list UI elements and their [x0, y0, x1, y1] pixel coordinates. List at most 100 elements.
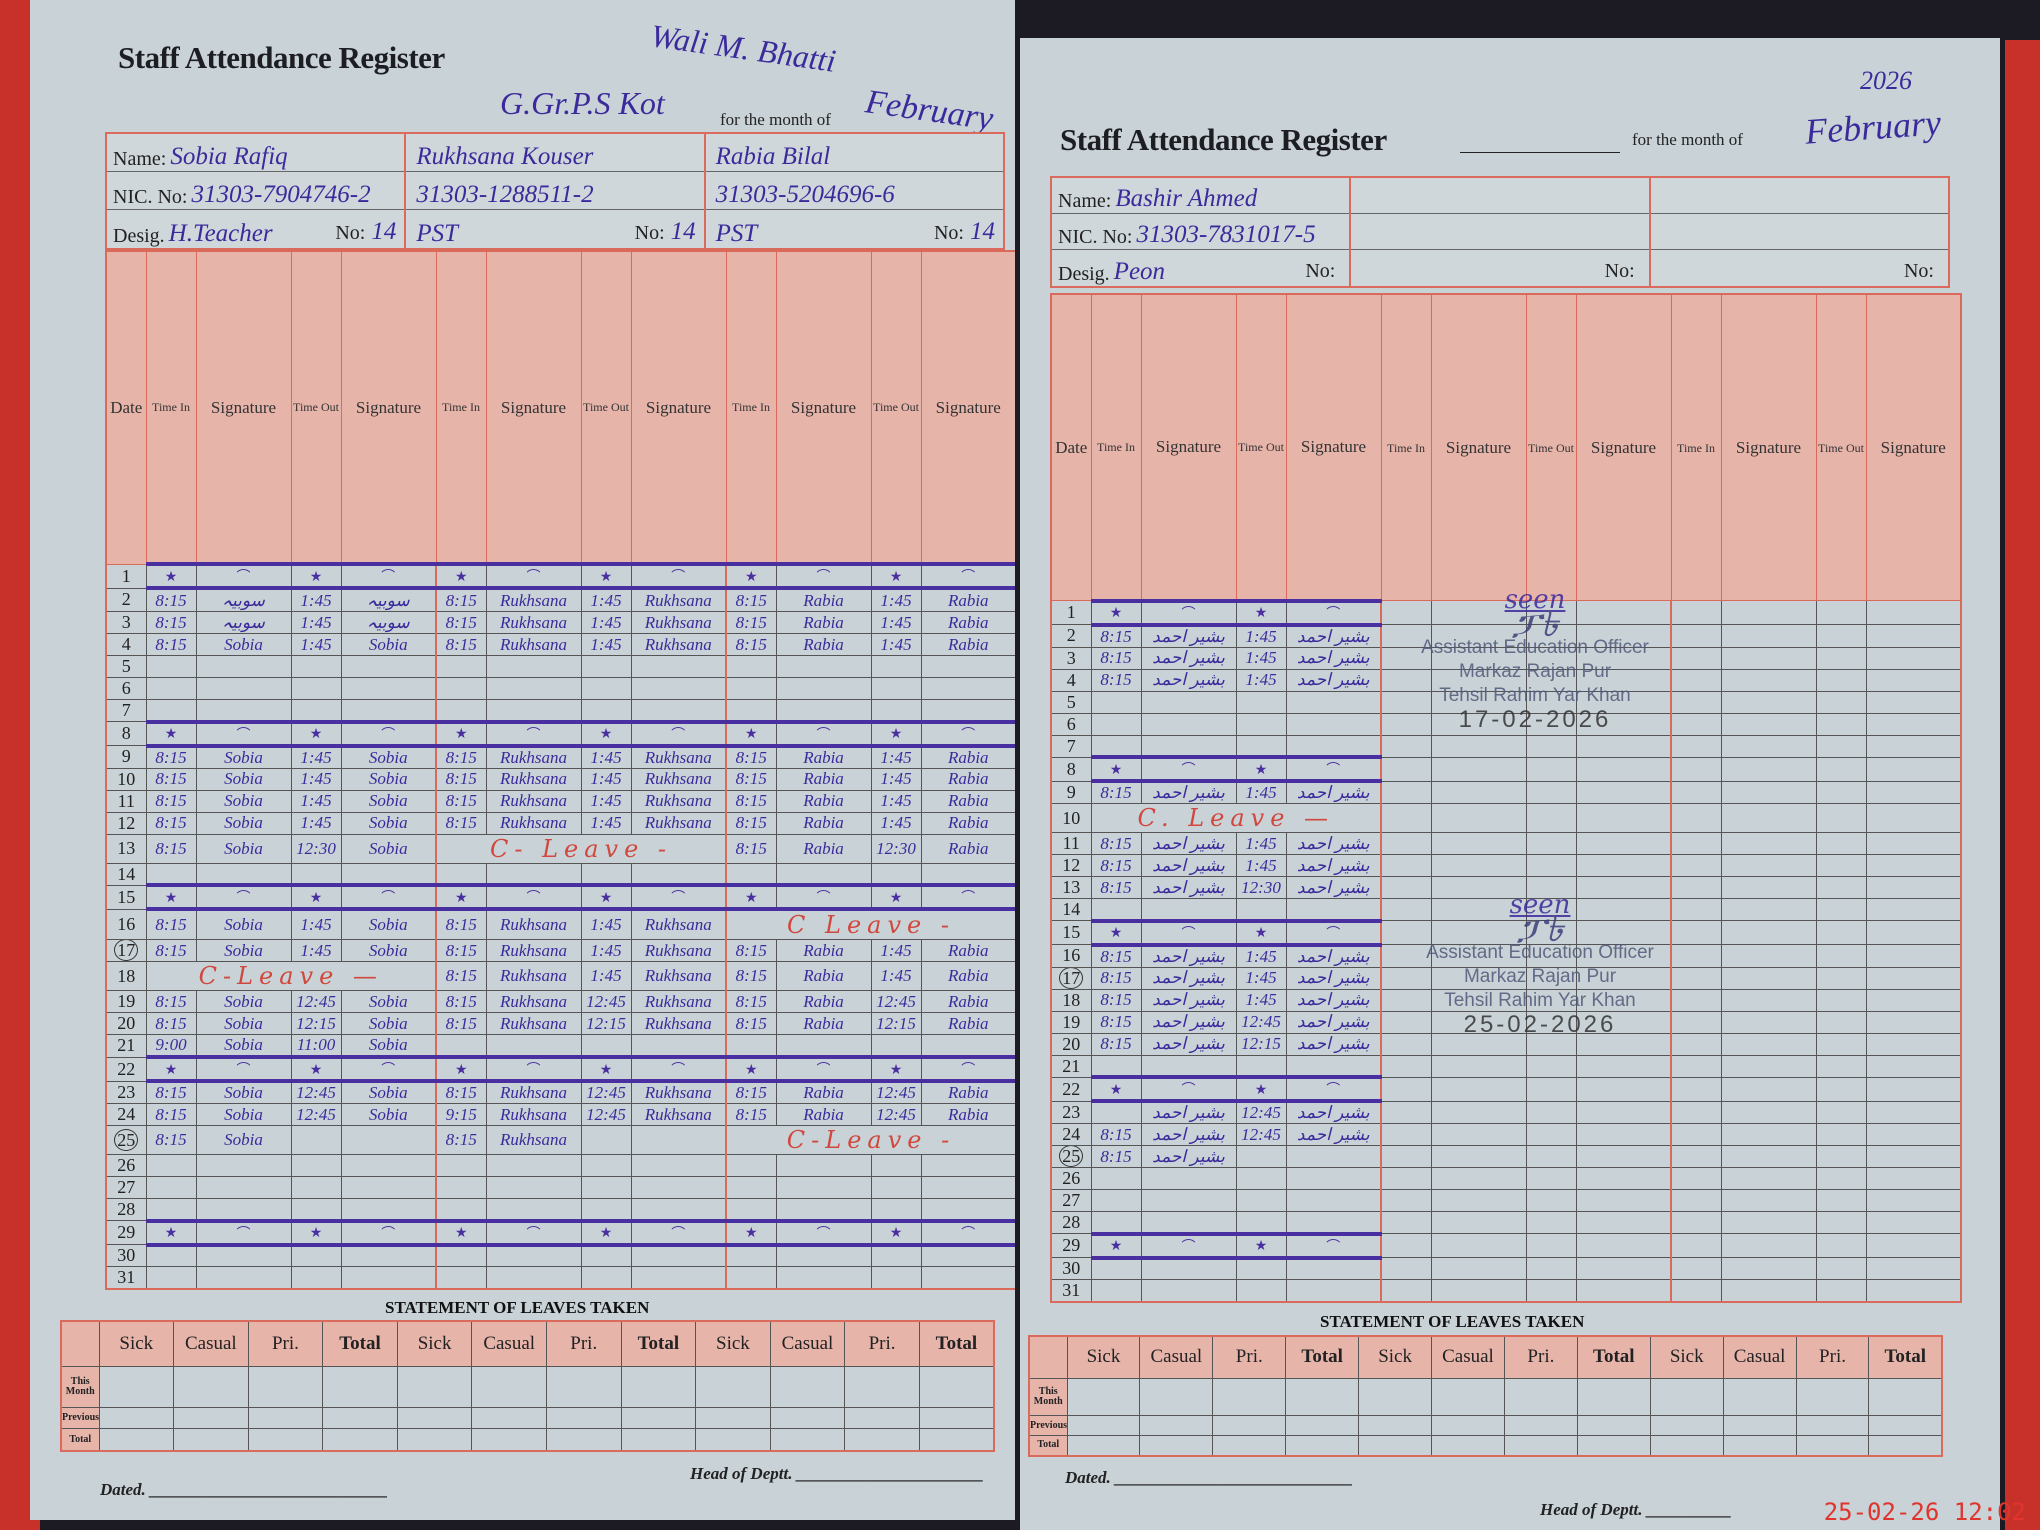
leave-count-cell	[545, 1366, 622, 1408]
time-in-cell: 8:15	[145, 1125, 197, 1155]
time-in-cell	[725, 655, 777, 678]
signature-cell	[1865, 898, 1962, 921]
signature-cell: بشیر احمد	[1285, 966, 1382, 990]
signature-cell: بشیر احمد	[1285, 780, 1382, 804]
date-cell: 22	[1050, 1076, 1092, 1102]
time-in-cell	[1670, 1123, 1722, 1146]
table-row: 14	[105, 862, 1015, 886]
signature-cell: Rukhsana	[485, 789, 582, 813]
time-in-cell: 8:15	[435, 767, 487, 791]
date-cell: 27	[105, 1176, 147, 1199]
time-in-cell	[725, 862, 777, 886]
date-number: 29	[117, 1222, 136, 1242]
signature-cell	[340, 1244, 437, 1267]
signature-cell: Sobia	[340, 990, 437, 1013]
signature-cell	[920, 1034, 1015, 1058]
leave-count-cell	[322, 1366, 398, 1408]
signature-cell	[1720, 1032, 1817, 1056]
signature-cell: بشیر احمد	[1285, 832, 1382, 855]
date-header: Date	[105, 250, 147, 565]
signature-header: Signature	[1140, 293, 1237, 601]
date-number: 8	[121, 723, 131, 743]
signature-cell	[1720, 668, 1817, 692]
signature-header: Signature	[1865, 293, 1962, 601]
time-out-cell	[580, 1198, 632, 1221]
signature-cell: بشیر احمد	[1285, 1032, 1382, 1056]
signature-cell: Sobia	[195, 908, 292, 940]
time-in-cell	[1380, 1257, 1432, 1280]
leave-count-cell	[396, 1366, 473, 1408]
stamp-line: Assistant Education Officer	[1426, 942, 1654, 963]
leave-type-header: Pri.	[247, 1320, 324, 1368]
time-out-cell	[1815, 1167, 1867, 1190]
time-out-cell: 12:15	[1235, 1032, 1287, 1056]
table-row: 19 8:15 Sobia 12:45 Sobia 8:15 Rukhsana 12:45 Ru…	[105, 990, 1015, 1013]
staff-name-line	[1351, 178, 1649, 214]
time-in-cell: 8:15	[725, 1103, 777, 1126]
staff-desig-line: Desig. Peon No:	[1052, 250, 1349, 286]
signature-cell	[1720, 756, 1817, 782]
time-in-cell	[1380, 1211, 1432, 1234]
signature-cell	[1865, 1123, 1962, 1146]
leave-count-cell	[247, 1366, 324, 1408]
signature-cell	[1865, 944, 1962, 968]
signature-cell	[1430, 1145, 1527, 1168]
date-cell: 3	[105, 611, 147, 634]
signature-header: Signature	[1285, 293, 1382, 601]
leave-count-cell	[1868, 1434, 1943, 1457]
time-in-cell	[435, 655, 487, 678]
statement-row-label: Previous	[60, 1406, 100, 1430]
signature-cell	[1720, 690, 1817, 714]
signature-cell	[1285, 734, 1382, 758]
time-out-cell	[1525, 1189, 1577, 1212]
time-out-cell	[1815, 600, 1867, 625]
time-in-cell: 8:15	[725, 633, 777, 656]
date-cell: 10	[105, 767, 147, 791]
date-cell: 24	[1050, 1123, 1092, 1146]
leave-type-header: Total	[918, 1320, 995, 1368]
no-label: No:	[634, 221, 665, 244]
date-number: 12	[117, 812, 136, 833]
signature-cell: بشیر احمد	[1140, 1100, 1237, 1124]
staff-info-box: Name: Bashir Ahmed NIC. No: 31303-7831017-5…	[1050, 176, 1950, 288]
time-out-cell	[1235, 1279, 1287, 1303]
time-in-cell: 8:15	[435, 908, 487, 940]
time-out-cell	[1525, 1145, 1577, 1168]
holiday-mark: ★	[870, 562, 922, 590]
signature-cell	[1575, 1257, 1672, 1280]
holiday-mark: ⌒	[630, 719, 727, 748]
head-of-dept-label: Head of Deptt.	[1540, 1500, 1643, 1519]
photo-timestamp: 25-02-26 12:02	[1823, 1498, 2026, 1526]
date-number: 28	[117, 1199, 136, 1220]
table-row: 25 8:15 Sobia 8:15 Rukhsana C-Leave -	[105, 1125, 1015, 1155]
holiday-mark: ⌒	[195, 883, 292, 911]
signature-cell	[1430, 1189, 1527, 1212]
header-row: Date Time In Signature Time Out Signature Tim…	[105, 250, 1015, 565]
date-number: 26	[117, 1155, 136, 1176]
table-row: 24 8:15 بشیر احمد 12:45 بشیر احمد	[1050, 1123, 1962, 1146]
signature-cell: بشیر احمد	[1285, 646, 1382, 670]
signature-cell	[1430, 1076, 1527, 1102]
staff-nic-line	[1650, 214, 1948, 250]
signature-cell	[630, 655, 727, 678]
time-in-cell	[1670, 712, 1722, 736]
table-row: 31	[1050, 1279, 1962, 1303]
signature-cell	[1720, 803, 1817, 833]
time-out-cell	[870, 1034, 922, 1058]
signature-cell	[1575, 1145, 1672, 1168]
staff-nic-line: 31303-5204696-6	[705, 172, 1003, 210]
signature-cell: Rukhsana	[630, 745, 727, 769]
staff-nic: 31303-1288511-2	[416, 180, 594, 208]
time-out-cell	[1815, 898, 1867, 921]
signature-cell: بشیر احمد	[1140, 854, 1237, 877]
statement-row: Previous	[1028, 1415, 1943, 1436]
signature-cell	[1720, 920, 1817, 945]
table-row: 12 8:15 بشیر احمد 1:45 بشیر احمد	[1050, 854, 1962, 877]
signature-cell	[1575, 1167, 1672, 1190]
table-row: 5	[105, 655, 1015, 678]
date-cell: 2	[1050, 624, 1092, 648]
officer-stamp: seen ፓ৳ Assistant Education Officer Mark…	[1405, 587, 1665, 732]
time-out-cell	[580, 1266, 632, 1290]
time-out-cell	[580, 1125, 632, 1155]
signature-cell: Rabia	[775, 1103, 872, 1126]
